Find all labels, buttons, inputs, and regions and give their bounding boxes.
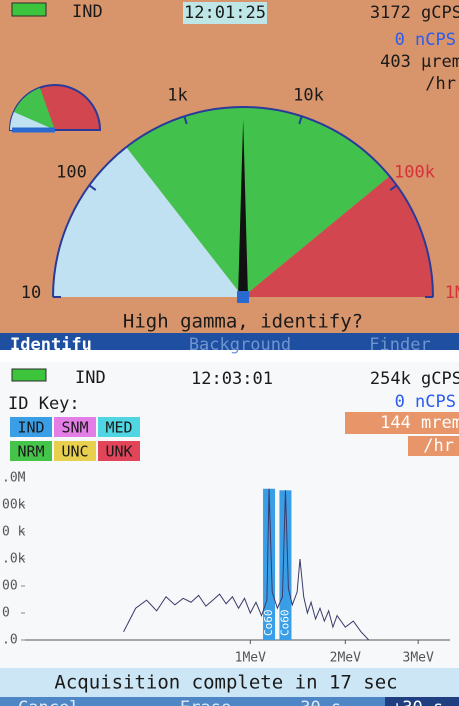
gauge-tick-label: 1k — [167, 85, 187, 105]
dose-unit: /hr — [425, 74, 456, 94]
id-key-label: MED — [105, 419, 132, 437]
y-tick-label: 00 — [2, 579, 18, 594]
neutron-count: 0 nCPS — [395, 30, 456, 50]
id-key-label: UNK — [105, 443, 132, 461]
id-key-label: NRM — [17, 443, 44, 461]
id-key-label: IND — [17, 419, 44, 437]
y-tick-label: 00k — [2, 498, 26, 513]
softkey[interactable]: +30 s — [392, 698, 443, 706]
message: Acquisition complete in 17 sec — [54, 672, 397, 694]
gross-count: 3172 gCPS — [370, 3, 459, 23]
gauge-tick-label: 10k — [293, 85, 324, 105]
battery-icon — [12, 3, 46, 16]
softkey[interactable]: Identifu — [10, 335, 92, 355]
softkey[interactable]: Cancel — [18, 698, 79, 706]
y-tick-label: .0 — [2, 633, 18, 648]
gauge-tick-label: 100 — [56, 162, 87, 182]
softkey[interactable]: Background — [189, 335, 291, 355]
dose-unit: /hr — [423, 436, 454, 456]
id-key-title: ID Key: — [8, 394, 80, 414]
peak-label: Co60 — [262, 610, 275, 637]
device-screens: IND 12:01:25 3172 gCPS 0 nCPS 403 µrem /… — [0, 0, 459, 706]
y-tick-label: 0 k — [2, 525, 26, 540]
needle-hub — [237, 291, 249, 303]
dose-rate: 403 µrem — [380, 52, 459, 72]
message: High gamma, identify? — [123, 311, 363, 333]
gauge-tick-label: 100k — [394, 162, 435, 182]
id-key-label: UNC — [61, 443, 88, 461]
x-tick-label: 1MeV — [235, 651, 266, 666]
mode: IND — [75, 368, 106, 388]
mode: IND — [72, 2, 103, 22]
gauge-tick-label: 1M — [445, 283, 459, 303]
x-tick-label: 3MeV — [403, 651, 434, 666]
softkey[interactable]: Finder — [369, 335, 430, 355]
gross-count: 254k gCPS — [370, 369, 459, 389]
neutron-count: 0 nCPS — [395, 392, 456, 412]
softkey[interactable]: Erase — [180, 698, 231, 706]
battery-icon — [12, 369, 46, 381]
time: 12:03:01 — [191, 369, 273, 389]
softkey[interactable]: -30 s — [290, 698, 341, 706]
dose-rate: 144 mrem — [380, 413, 459, 433]
y-tick-label: 0 — [2, 606, 10, 621]
x-tick-label: 2MeV — [330, 651, 361, 666]
gauge-tick-label: 10 — [21, 283, 41, 303]
time: 12:01:25 — [184, 3, 266, 23]
y-tick-label: .0k — [2, 552, 26, 567]
peak-label: Co60 — [278, 610, 291, 637]
y-tick-label: .0M — [2, 471, 26, 486]
id-key-label: SNM — [61, 419, 88, 437]
